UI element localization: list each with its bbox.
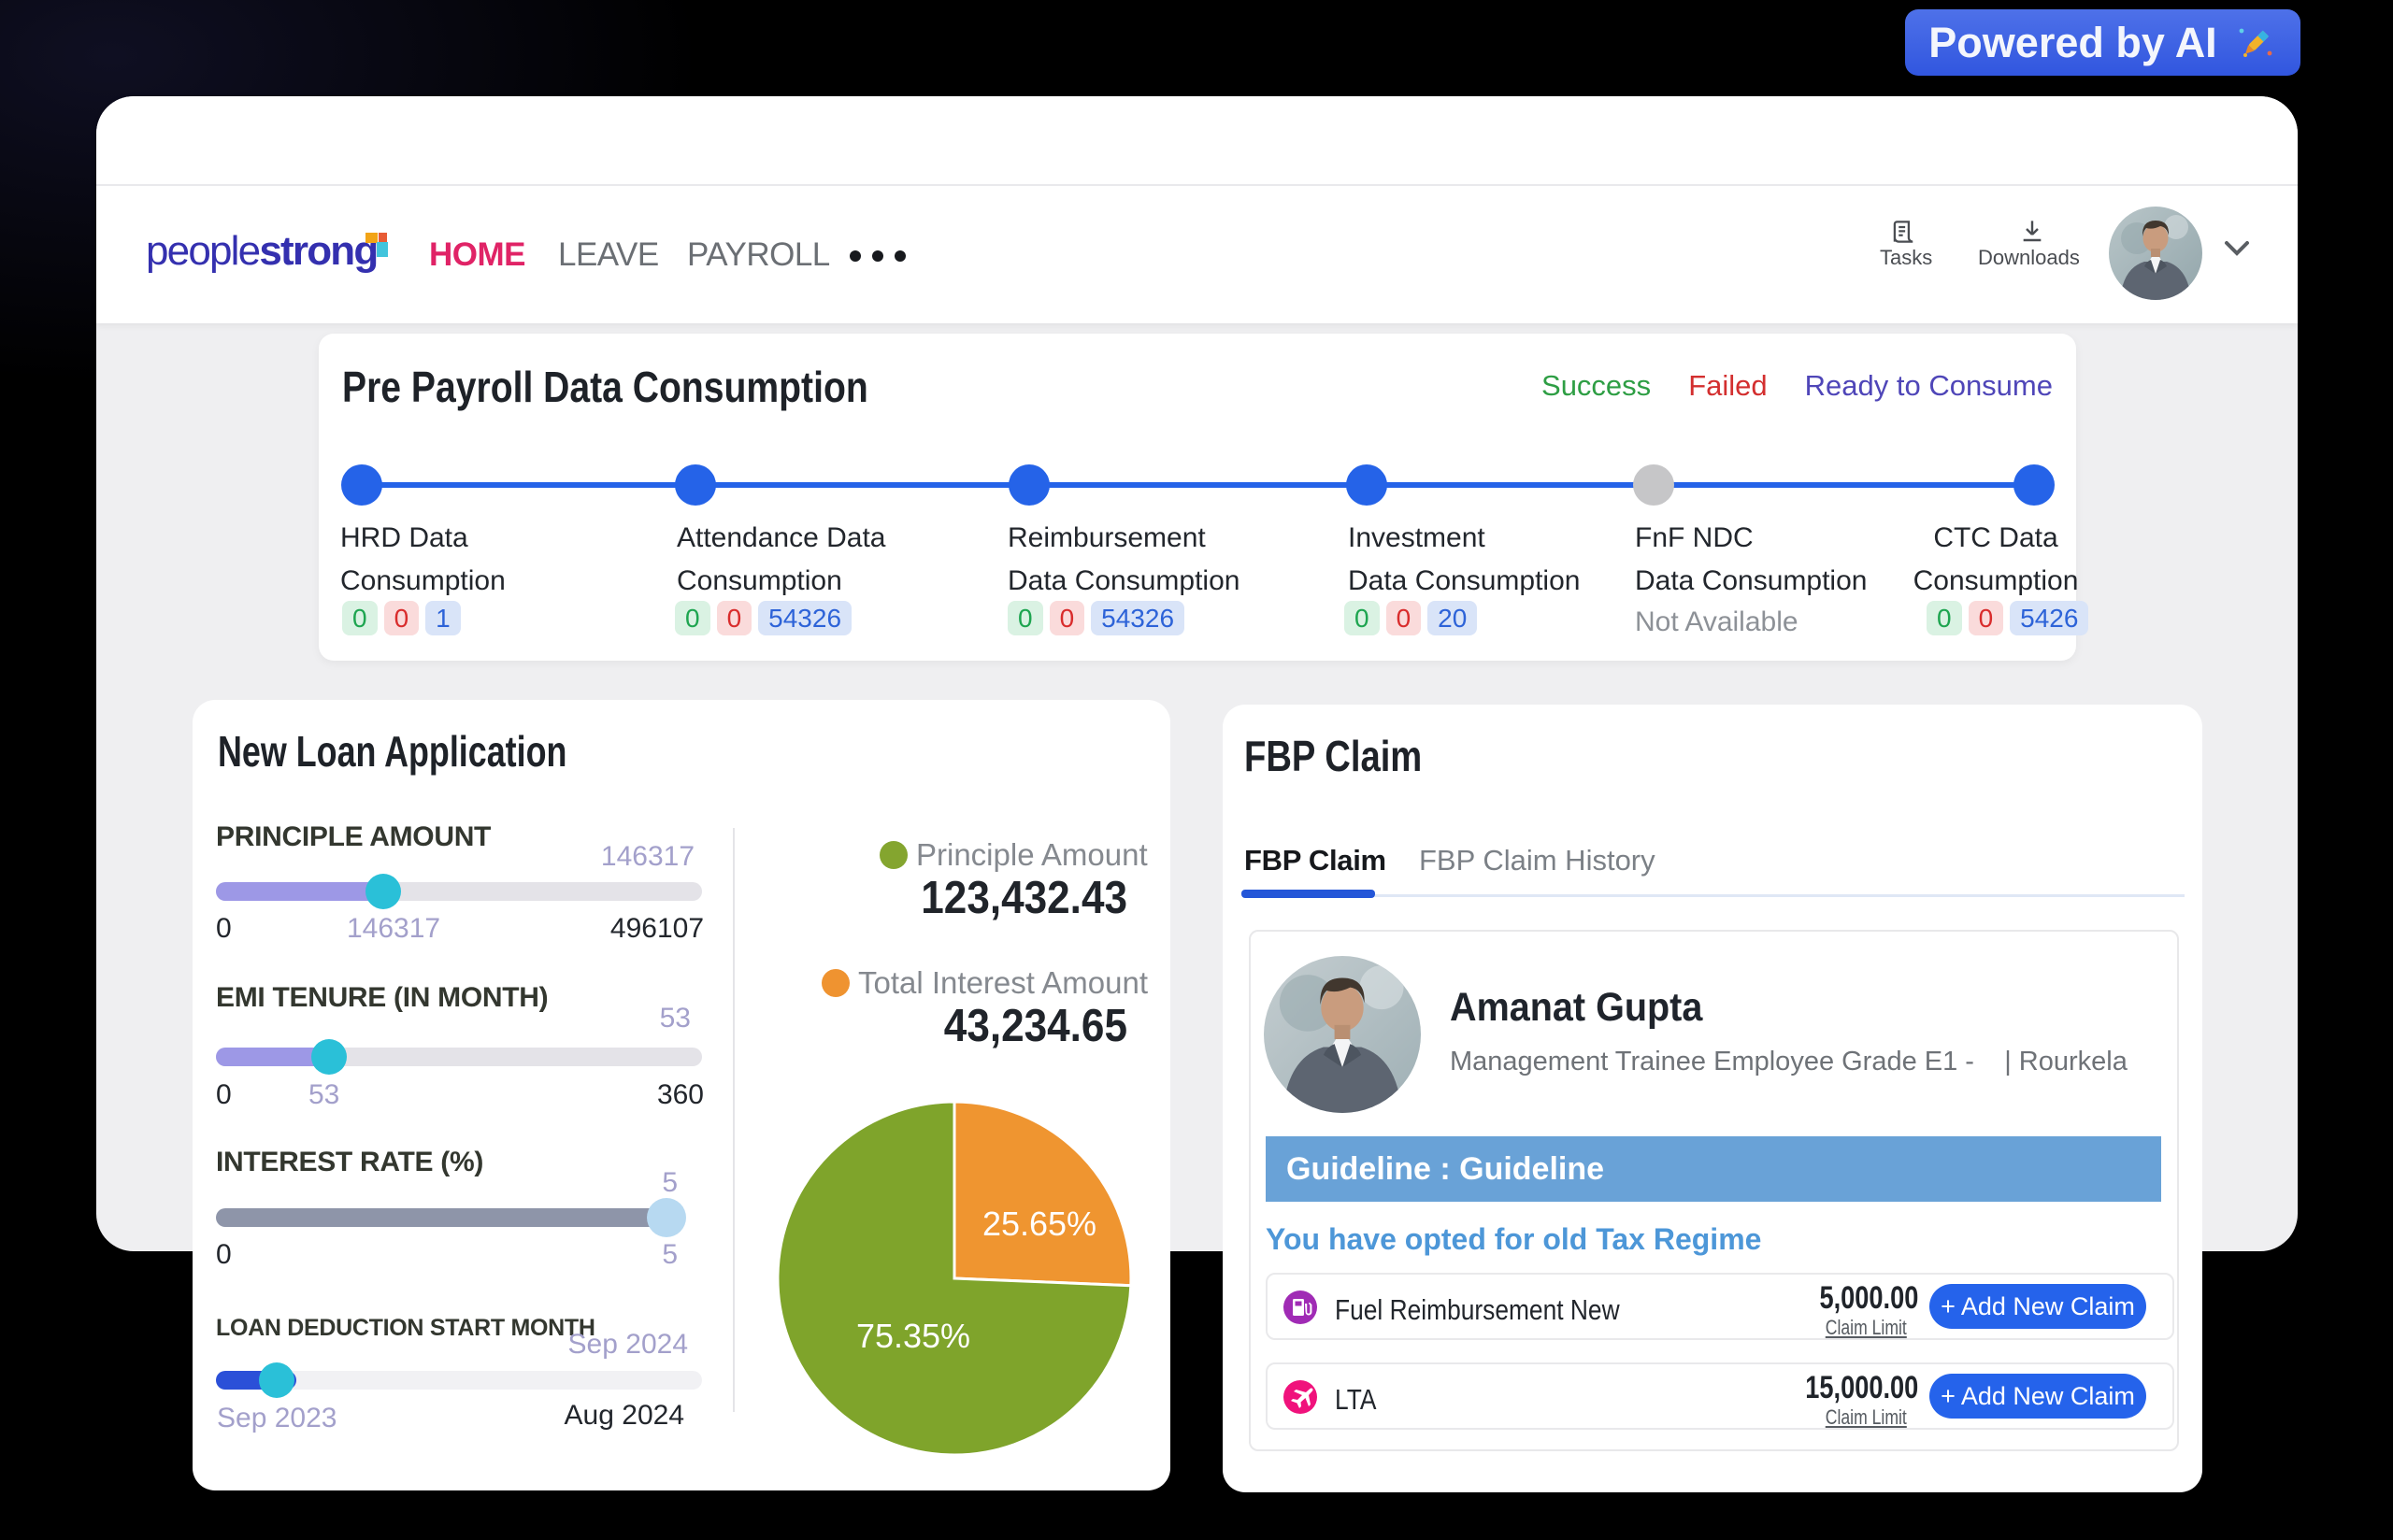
svg-text:25.65%: 25.65% — [982, 1205, 1096, 1243]
svg-text:75.35%: 75.35% — [856, 1317, 970, 1355]
